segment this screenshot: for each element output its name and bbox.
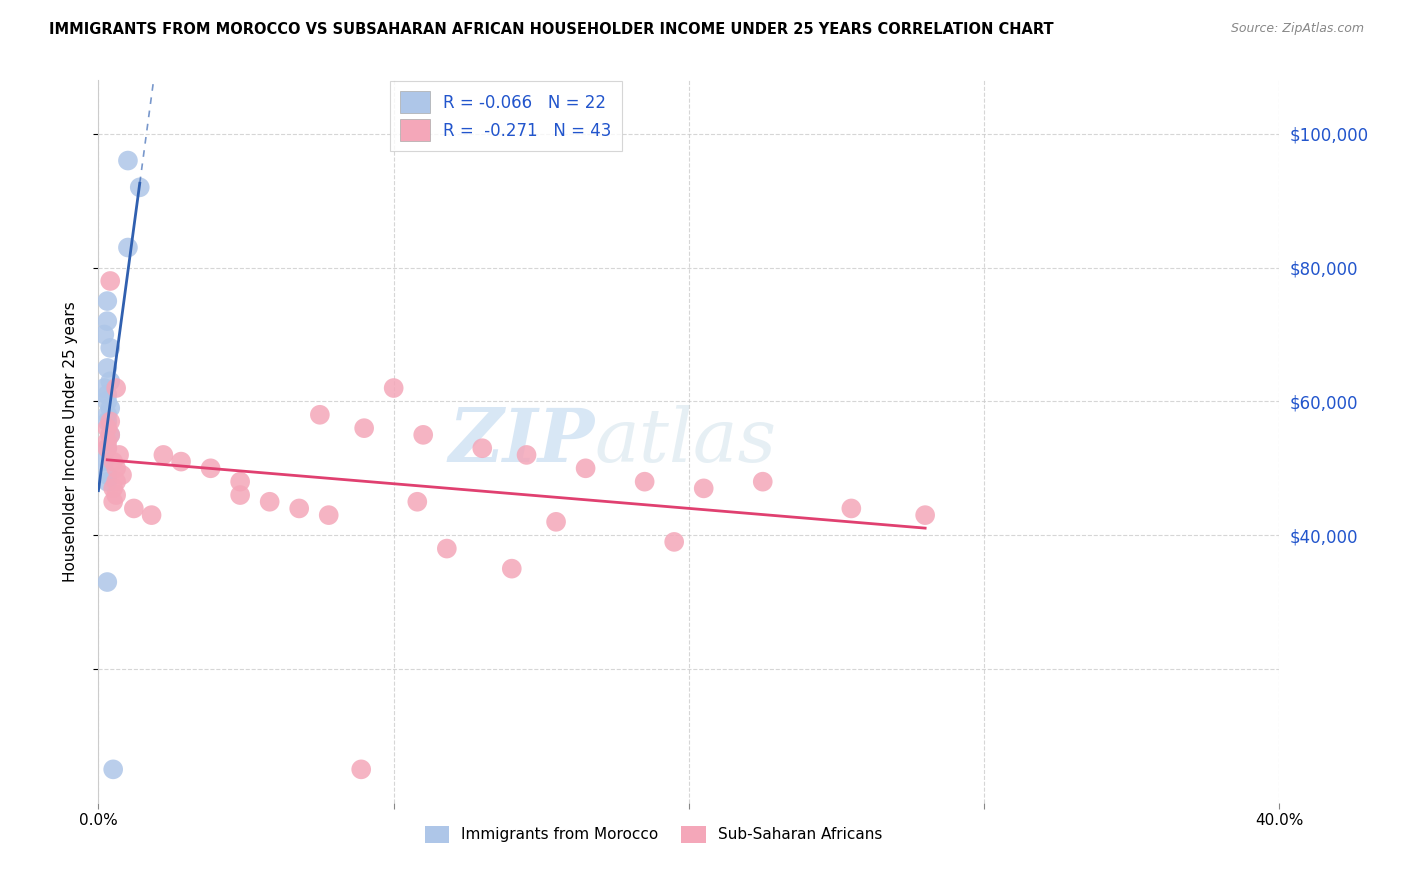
Point [96, 421, 118, 435]
Text: Source: ZipAtlas.com: Source: ZipAtlas.com [1230, 22, 1364, 36]
Point [664, 534, 686, 549]
Point [259, 494, 281, 508]
Point [93, 381, 115, 395]
Point [382, 381, 405, 395]
Point [152, 448, 174, 462]
Point [96, 414, 118, 428]
Point [471, 441, 494, 455]
Point [96, 314, 118, 328]
Point [105, 381, 128, 395]
Text: ZIP: ZIP [449, 405, 595, 478]
Point [98, 401, 121, 416]
Point [546, 515, 568, 529]
Point [96, 434, 118, 449]
Point [98, 274, 121, 288]
Point [96, 387, 118, 401]
Point [575, 461, 598, 475]
Point [117, 240, 139, 255]
Point [98, 427, 121, 442]
Point [98, 375, 121, 389]
Point [288, 501, 311, 516]
Point [128, 180, 150, 194]
Text: atlas: atlas [595, 405, 776, 478]
Point [111, 467, 134, 482]
Point [103, 454, 125, 469]
Point [350, 762, 373, 776]
Y-axis label: Householder Income Under 25 years: Householder Income Under 25 years [63, 301, 77, 582]
Point [309, 408, 332, 422]
Point [141, 508, 163, 523]
Point [93, 454, 115, 469]
Point [105, 475, 128, 489]
Point [98, 414, 121, 428]
Legend: Immigrants from Morocco, Sub-Saharan Africans: Immigrants from Morocco, Sub-Saharan Afr… [419, 820, 889, 849]
Point [96, 467, 118, 482]
Point [122, 501, 145, 516]
Point [96, 394, 118, 409]
Point [634, 475, 657, 489]
Point [96, 361, 118, 376]
Point [117, 153, 139, 168]
Text: IMMIGRANTS FROM MOROCCO VS SUBSAHARAN AFRICAN HOUSEHOLDER INCOME UNDER 25 YEARS : IMMIGRANTS FROM MOROCCO VS SUBSAHARAN AF… [49, 22, 1054, 37]
Point [406, 494, 429, 508]
Point [105, 488, 128, 502]
Point [914, 508, 936, 523]
Point [103, 482, 125, 496]
Point [103, 762, 125, 776]
Point [96, 293, 118, 308]
Point [105, 461, 128, 475]
Point [841, 501, 863, 516]
Point [98, 341, 121, 355]
Point [96, 475, 118, 489]
Point [96, 441, 118, 455]
Point [170, 454, 193, 469]
Point [96, 441, 118, 455]
Point [96, 575, 118, 590]
Point [98, 427, 121, 442]
Point [412, 427, 434, 442]
Point [103, 494, 125, 508]
Point [93, 327, 115, 342]
Point [693, 482, 716, 496]
Point [200, 461, 222, 475]
Point [436, 541, 458, 556]
Point [752, 475, 775, 489]
Point [501, 562, 523, 576]
Point [318, 508, 340, 523]
Point [229, 488, 252, 502]
Point [229, 475, 252, 489]
Point [516, 448, 538, 462]
Point [96, 408, 118, 422]
Point [353, 421, 375, 435]
Point [108, 448, 131, 462]
